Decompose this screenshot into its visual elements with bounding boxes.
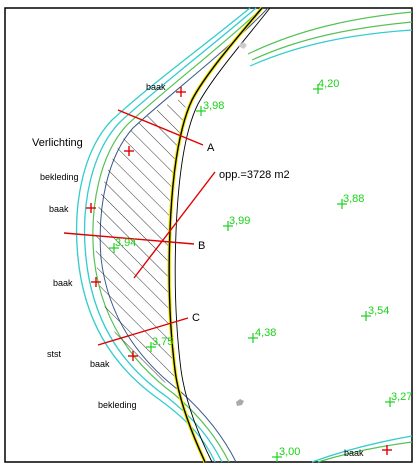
spot-cross bbox=[248, 333, 258, 343]
section-line-b bbox=[63, 232, 195, 245]
section-label-a: A bbox=[207, 142, 215, 154]
red-cross-marker bbox=[86, 203, 96, 213]
bank-line-cyan-2 bbox=[83, 7, 257, 463]
area-leader-line bbox=[133, 171, 216, 279]
spot-height-label: 4,38 bbox=[255, 327, 276, 339]
bank-line-green-1 bbox=[92, 7, 263, 463]
spot-height-marks bbox=[109, 84, 395, 462]
spot-height-label: 3,99 bbox=[229, 215, 250, 227]
red-cross-marker bbox=[382, 445, 392, 455]
spot-height-label: 3,75 bbox=[152, 336, 173, 348]
section-line-c bbox=[97, 317, 189, 346]
spot-height-label: 3,98 bbox=[203, 100, 224, 112]
channel-line-5 bbox=[317, 441, 413, 463]
grey-blob bbox=[236, 399, 244, 406]
spot-height-label: 3,54 bbox=[368, 305, 389, 317]
bank-line-cyan-outer bbox=[75, 7, 251, 463]
section-label-b: B bbox=[198, 240, 205, 252]
spot-cross bbox=[223, 221, 233, 231]
channel-line-3 bbox=[247, 11, 413, 55]
area-label: opp.=3728 m2 bbox=[219, 169, 290, 181]
red-cross-marker bbox=[124, 146, 134, 156]
label-verlichting: Verlichting bbox=[32, 137, 83, 149]
grey-blob bbox=[238, 42, 247, 49]
spot-cross bbox=[361, 311, 371, 321]
slope-line-black-2 bbox=[174, 7, 271, 463]
map-frame bbox=[4, 7, 413, 463]
red-markers bbox=[86, 87, 392, 455]
spot-height-label: 4,20 bbox=[318, 78, 339, 90]
section-line-a bbox=[117, 109, 204, 146]
label-bekleding-bottom: bekleding bbox=[98, 400, 137, 410]
spot-height-label: 3,94 bbox=[115, 237, 136, 249]
spot-cross bbox=[146, 342, 156, 352]
spot-cross bbox=[196, 106, 206, 116]
section-lines bbox=[63, 109, 216, 346]
spot-cross bbox=[385, 397, 395, 407]
channel-line-4 bbox=[311, 435, 413, 463]
channel-line-1 bbox=[251, 21, 413, 61]
section-label-c: C bbox=[192, 312, 200, 324]
spot-cross bbox=[337, 199, 347, 209]
bank-lines bbox=[75, 7, 413, 463]
label-stst: stst bbox=[47, 349, 62, 359]
label-bekleding-top: bekleding bbox=[40, 172, 79, 182]
channel-line-2 bbox=[249, 29, 413, 67]
spot-cross bbox=[272, 452, 282, 462]
label-baak-4: baak bbox=[90, 359, 110, 369]
label-baak-5: baak bbox=[344, 448, 364, 458]
spot-height-label: 3,27 bbox=[391, 391, 412, 403]
red-cross-marker bbox=[128, 351, 138, 361]
spot-height-label: 3,88 bbox=[343, 193, 364, 205]
spot-height-label: 3,00 bbox=[279, 446, 300, 458]
spot-cross bbox=[313, 84, 323, 94]
label-baak-3: baak bbox=[53, 278, 73, 288]
hatched-area bbox=[95, 96, 188, 390]
red-cross-marker bbox=[176, 87, 186, 97]
label-baak-1: baak bbox=[146, 82, 166, 92]
spot-cross bbox=[109, 243, 119, 253]
label-baak-2: baak bbox=[49, 204, 69, 214]
red-cross-marker bbox=[91, 277, 101, 287]
